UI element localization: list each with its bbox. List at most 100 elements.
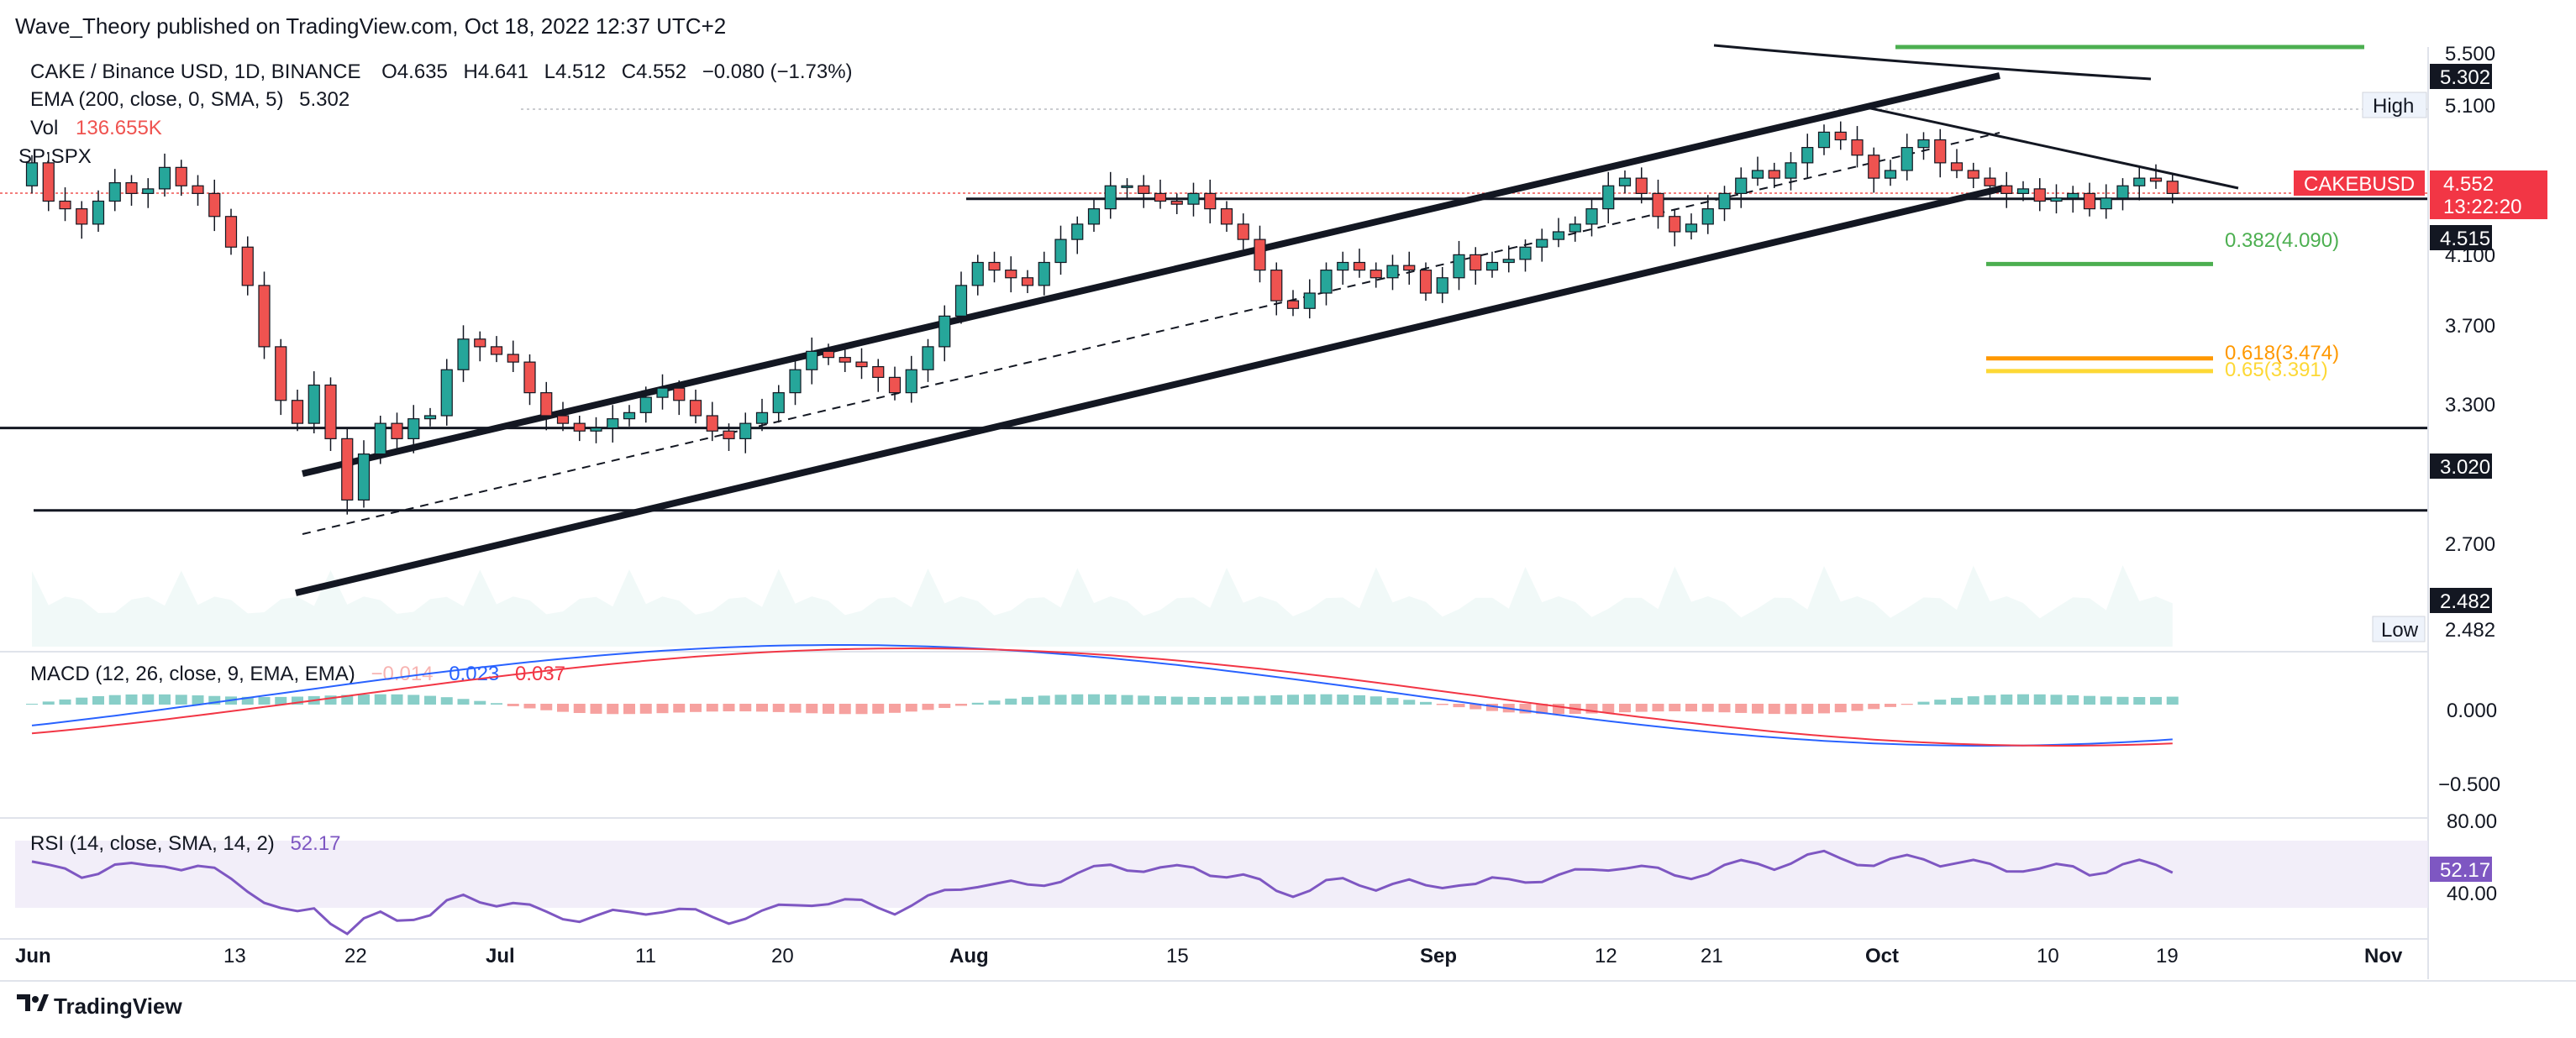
macd-hist-bar xyxy=(1818,704,1830,714)
candle xyxy=(490,336,503,363)
price-axis[interactable]: 5.500 5.302 High 5.100 CAKEBUSD 4.552 13… xyxy=(2294,43,2547,642)
candle-body xyxy=(1884,170,1897,179)
candle-body xyxy=(1718,192,1731,210)
candle-body xyxy=(341,438,354,501)
macd-hist-bar xyxy=(905,704,917,712)
candle xyxy=(739,412,752,453)
candle-body xyxy=(971,261,984,286)
candle-body xyxy=(1519,246,1532,260)
candle-body xyxy=(1735,177,1748,194)
macd-hist-bar xyxy=(1619,704,1631,713)
candle-body xyxy=(474,338,486,348)
candle xyxy=(1386,254,1399,291)
candle-body xyxy=(1187,192,1200,205)
candle xyxy=(1917,132,1930,160)
macd-hist-bar xyxy=(258,696,271,705)
ema-label: EMA (200, close, 0, SMA, 5) xyxy=(30,88,283,111)
candle xyxy=(440,359,453,426)
channel-upper-line[interactable] xyxy=(302,72,2000,477)
macd-hist-bar xyxy=(108,695,121,705)
candle xyxy=(540,381,553,431)
time-label: Oct xyxy=(1865,945,1899,967)
candle xyxy=(1038,251,1050,296)
level-2482-text: 2.482 xyxy=(2440,590,2490,613)
macd-hist-bar xyxy=(1652,704,1664,712)
candle xyxy=(905,355,917,403)
vol-legend: Vol 136.655K xyxy=(30,117,162,139)
macd-hist-bar xyxy=(1768,704,1780,715)
macd-hist-bar xyxy=(922,704,934,710)
candle xyxy=(1419,262,1433,301)
candle xyxy=(872,359,885,392)
candle xyxy=(341,427,354,515)
macd-hist-bar xyxy=(42,701,55,705)
fib-65-label: 0.65(3.391) xyxy=(2225,359,2328,381)
candle-body xyxy=(59,200,71,210)
candle xyxy=(1320,262,1333,306)
candle xyxy=(1502,245,1515,273)
level-4515-text: 4.515 xyxy=(2440,228,2490,250)
candle xyxy=(42,152,55,212)
candle-body xyxy=(1669,216,1681,233)
candle-body xyxy=(789,369,802,394)
macd-hist-bar xyxy=(1337,695,1349,705)
candle-body xyxy=(523,361,536,394)
macd-hist-bar xyxy=(639,704,652,714)
candle-body xyxy=(988,261,1001,271)
candle-body xyxy=(2033,188,2046,202)
candle-body xyxy=(108,182,121,202)
time-label: Sep xyxy=(1420,945,1457,967)
fib-618-label: 0.618(3.474) xyxy=(2225,342,2339,364)
macd-hist-bar xyxy=(1270,695,1283,705)
macd-hist-bar xyxy=(1885,704,1896,707)
macd-hist-bar xyxy=(292,696,303,705)
candle xyxy=(2166,173,2179,204)
macd-hist-bar xyxy=(789,704,802,713)
candle xyxy=(76,201,88,239)
candle-body xyxy=(855,361,868,368)
candle xyxy=(1104,171,1117,219)
candle-body xyxy=(689,400,702,417)
time-axis[interactable]: Jun 13 22 Jul 11 20 Aug 15 Sep 12 21 Oct 10 19 Nov xyxy=(15,945,2403,967)
candle xyxy=(1967,162,1979,188)
candle xyxy=(1602,171,1615,223)
candle-body xyxy=(440,369,453,417)
tradingview-logo[interactable]: TradingView xyxy=(17,993,182,1019)
macd-hist-bar xyxy=(1038,695,1050,705)
candle xyxy=(59,187,71,222)
macd-hist-bar xyxy=(706,704,718,712)
macd-hist-bar xyxy=(1420,701,1432,705)
candle xyxy=(1785,152,1797,191)
channel-mid-line[interactable] xyxy=(302,132,2000,535)
candle xyxy=(357,440,371,508)
candle xyxy=(25,155,39,194)
macd-histogram xyxy=(26,694,2179,715)
candle xyxy=(158,153,171,197)
candle-body xyxy=(1104,185,1117,210)
candle-body xyxy=(1801,147,1814,164)
candle-body xyxy=(1635,177,1648,194)
volume-shape xyxy=(32,565,2173,647)
candle xyxy=(1768,162,1780,188)
candle-body xyxy=(457,338,470,370)
candle xyxy=(1054,225,1067,275)
descending-trend-line[interactable] xyxy=(1866,106,2239,190)
level-3020-badge xyxy=(2430,453,2492,479)
candle-body xyxy=(76,208,88,225)
candle xyxy=(1121,178,1133,198)
macd-hist-bar xyxy=(806,704,818,714)
macd-hist-bar xyxy=(823,704,834,714)
macd-hist-bar xyxy=(324,695,337,705)
price-badge xyxy=(2430,170,2547,219)
candle-body xyxy=(1602,185,1615,210)
candle-body xyxy=(1286,300,1300,309)
macd-hist-bar xyxy=(1951,697,1963,705)
macd-hist-bar xyxy=(1900,704,1913,705)
macd-hist-bar xyxy=(2000,694,2013,705)
candle-body xyxy=(2133,177,2146,186)
channel-lower-line[interactable] xyxy=(295,185,2004,596)
macd-hist-bar xyxy=(1088,694,1100,705)
candle xyxy=(1138,175,1150,208)
candle-body xyxy=(507,354,519,363)
